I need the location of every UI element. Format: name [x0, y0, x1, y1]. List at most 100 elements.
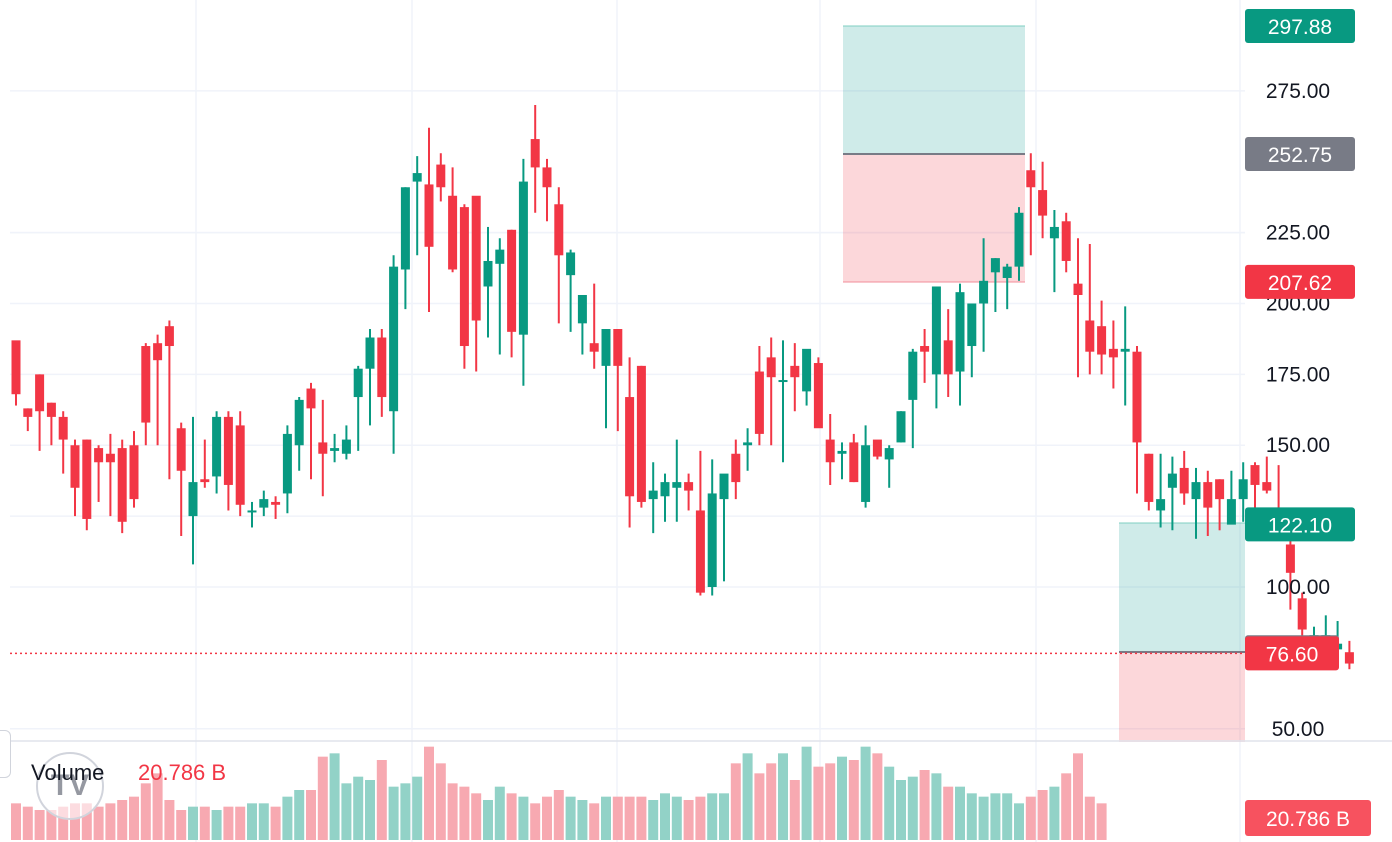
- candle-body: [566, 252, 576, 276]
- candle-body: [955, 292, 965, 372]
- candle-body: [377, 337, 387, 398]
- volume-bar: [860, 746, 871, 840]
- candle-body: [872, 439, 882, 457]
- candle-body: [1002, 266, 1012, 278]
- volume-bar: [671, 796, 682, 840]
- candle-body: [636, 365, 646, 502]
- volume-bar: [837, 756, 847, 840]
- volume-bar: [329, 753, 340, 840]
- volume-bar: [34, 810, 45, 840]
- price-axis-tick-label: 150.00: [1266, 434, 1330, 457]
- candle-body: [11, 340, 21, 395]
- volume-bar: [778, 753, 788, 840]
- candle-body: [943, 340, 953, 375]
- volume-bar: [943, 786, 954, 840]
- candle-body: [235, 425, 245, 505]
- price-axis-tick-label: 100.00: [1266, 576, 1330, 599]
- candle-body: [306, 388, 316, 409]
- volume-bar: [412, 776, 423, 840]
- volume-bar: [801, 746, 812, 840]
- volume-bar: [223, 806, 234, 840]
- volume-bar: [152, 773, 163, 840]
- candle-body: [459, 207, 469, 347]
- volume-bar: [506, 793, 517, 840]
- candle-body: [318, 442, 328, 454]
- candle-body: [613, 329, 623, 366]
- candle-body: [884, 448, 894, 460]
- candle-body: [35, 374, 45, 412]
- volume-bar: [966, 793, 977, 840]
- candle-body: [117, 448, 127, 522]
- volume-axis-badge: 20.786 B: [1245, 800, 1371, 836]
- candle-body: [518, 181, 528, 335]
- volume-bar: [990, 793, 1001, 840]
- candle-body: [82, 439, 92, 519]
- candle-body: [1285, 544, 1295, 573]
- volume-bar: [589, 803, 600, 840]
- candle-body: [1097, 326, 1107, 355]
- price-axis-tick-label: 50.00: [1272, 718, 1325, 741]
- candle-body: [648, 490, 658, 500]
- price-badge-text: 252.75: [1268, 144, 1332, 167]
- volume-bar: [11, 803, 21, 840]
- volume-bar: [884, 766, 895, 840]
- volume-bar: [896, 780, 906, 840]
- price-axis-tick-label: 225.00: [1266, 222, 1330, 245]
- candle-body: [1144, 453, 1154, 502]
- price-badge-text: 76.60: [1266, 643, 1319, 666]
- price-badge: 76.60: [1245, 636, 1339, 671]
- candle-body: [200, 479, 210, 483]
- candle-body: [695, 510, 705, 593]
- volume-bar: [471, 793, 482, 840]
- candle-body: [1108, 348, 1118, 358]
- candle-body: [483, 260, 493, 287]
- volume-bar: [789, 780, 800, 840]
- candle-body: [802, 348, 812, 392]
- price-badge: 122.10: [1245, 507, 1355, 542]
- volume-bar: [400, 783, 411, 840]
- candle-body: [660, 482, 670, 497]
- candle-body: [542, 167, 552, 188]
- candle-body: [1085, 320, 1095, 352]
- volume-bar: [424, 746, 434, 840]
- candle-body: [353, 368, 363, 398]
- candle-body: [979, 280, 989, 304]
- volume-bar: [955, 786, 965, 840]
- volume-bar: [494, 786, 505, 840]
- candle-body: [896, 411, 906, 443]
- candle-body: [424, 184, 434, 247]
- candle-body: [70, 445, 80, 488]
- candle-body: [23, 408, 33, 417]
- candle-body: [495, 249, 505, 264]
- volume-bar: [353, 776, 364, 840]
- volume-bar: [129, 796, 139, 840]
- collapse-panel-tab[interactable]: [0, 730, 11, 778]
- volume-bar: [188, 806, 198, 840]
- candle-body: [1250, 465, 1260, 485]
- volume-bar: [931, 773, 942, 840]
- volume-bar: [707, 793, 718, 840]
- candle-body: [684, 482, 694, 491]
- volume-bar: [813, 766, 824, 840]
- price-axis-tick-label: 175.00: [1266, 363, 1330, 386]
- candle-body: [164, 326, 174, 347]
- candle-body: [837, 450, 847, 454]
- volume-bar: [518, 796, 529, 840]
- candle-body: [448, 195, 458, 270]
- volume-bar: [282, 796, 293, 840]
- candle-body: [707, 493, 717, 587]
- candle-body: [212, 416, 222, 477]
- volume-bar: [919, 770, 930, 840]
- candle-body: [247, 510, 257, 513]
- volume-bar: [317, 756, 328, 840]
- candle-body: [330, 448, 340, 451]
- volume-legend-title: Volume: [31, 760, 105, 785]
- volume-bar: [1025, 796, 1036, 840]
- candle-body: [1014, 212, 1024, 267]
- candle-body: [743, 442, 753, 446]
- tradingview-logo: TV: [36, 752, 104, 820]
- candle-body: [719, 473, 729, 500]
- candle-body: [813, 363, 823, 429]
- volume-bar: [164, 800, 175, 840]
